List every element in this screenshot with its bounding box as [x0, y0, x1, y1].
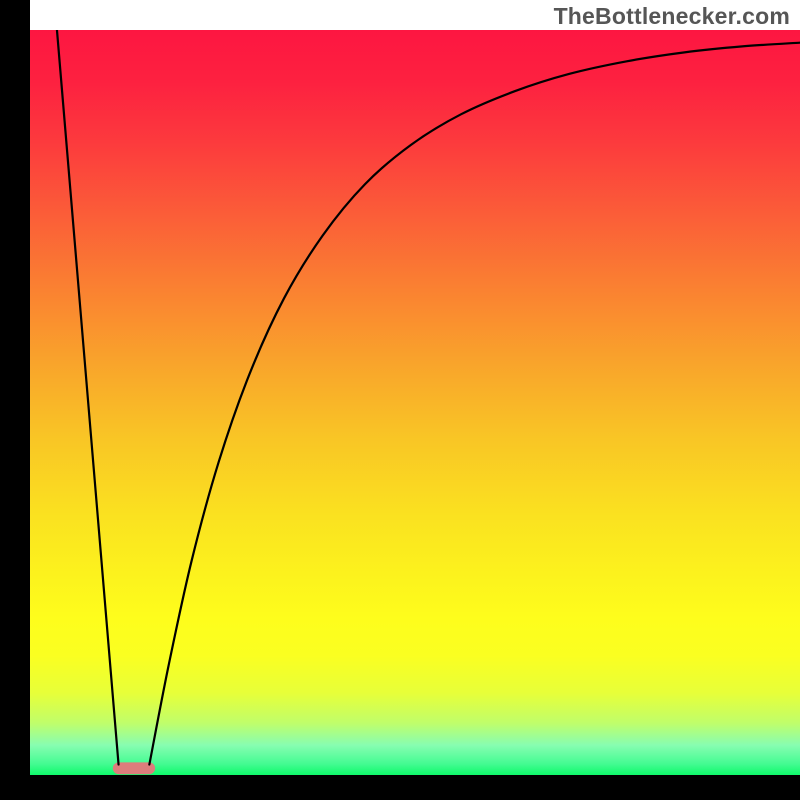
- watermark-text: TheBottlenecker.com: [554, 3, 790, 30]
- left-curve: [57, 30, 119, 765]
- y-axis: [0, 0, 30, 775]
- curve-overlay: [30, 30, 800, 775]
- right-curve: [149, 43, 800, 765]
- x-axis: [0, 775, 800, 800]
- plot-area: [30, 30, 800, 775]
- bottleneck-chart: TheBottlenecker.com: [0, 0, 800, 800]
